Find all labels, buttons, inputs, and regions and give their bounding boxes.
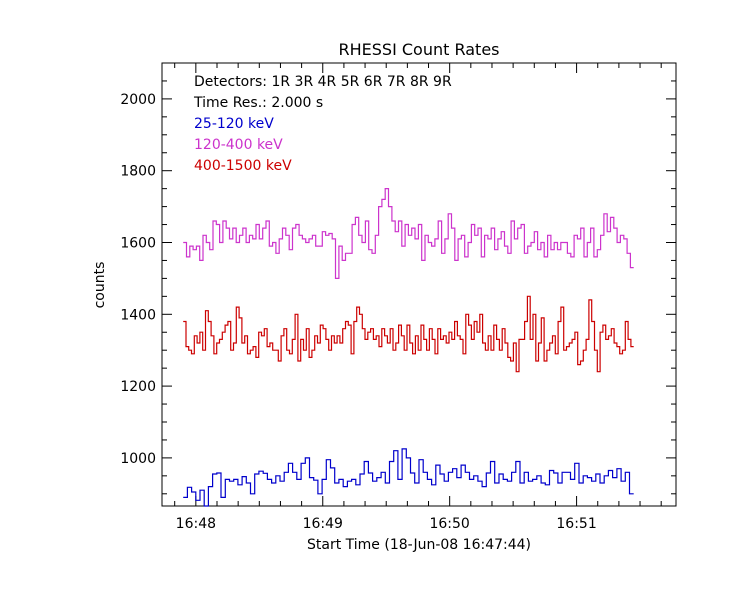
legend-series-label: 400-1500 keV bbox=[194, 158, 292, 174]
x-axis-label: Start Time (18-Jun-08 16:47:44) bbox=[307, 537, 531, 553]
series-line-2 bbox=[183, 188, 634, 279]
series-layer bbox=[183, 188, 634, 507]
x-tick-label: 16:49 bbox=[303, 516, 343, 532]
x-tick-label: 16:48 bbox=[176, 516, 216, 532]
x-axis: 16:48 16:49 16:50 16:51 bbox=[174, 63, 662, 532]
y-tick-label: 1400 bbox=[120, 307, 156, 323]
legend-series-label: 120-400 keV bbox=[194, 137, 283, 153]
legend: Detectors: 1R 3R 4R 5R 6R 7R 8R 9R Time R… bbox=[193, 74, 452, 174]
legend-info-line: Detectors: 1R 3R 4R 5R 6R 7R 8R 9R bbox=[194, 74, 452, 90]
y-tick-label: 1000 bbox=[120, 451, 156, 467]
y-tick-label: 1200 bbox=[120, 379, 156, 395]
x-tick-label: 16:50 bbox=[429, 516, 469, 532]
plot-frame bbox=[161, 62, 677, 507]
y-tick-label: 1800 bbox=[120, 164, 156, 180]
x-tick-label: 16:51 bbox=[556, 516, 596, 532]
legend-info-line: Time Res.: 2.000 s bbox=[193, 95, 323, 111]
series-line-3 bbox=[183, 295, 634, 373]
legend-series-label: 25-120 keV bbox=[194, 116, 274, 132]
y-axis: 1000 1200 1400 1600 1800 2000 bbox=[120, 62, 676, 495]
chart-title: RHESSI Count Rates bbox=[339, 40, 500, 59]
y-tick-label: 1600 bbox=[120, 235, 156, 251]
series-line-1 bbox=[183, 448, 634, 507]
y-axis-label: counts bbox=[92, 262, 108, 309]
y-tick-label: 2000 bbox=[120, 92, 156, 108]
